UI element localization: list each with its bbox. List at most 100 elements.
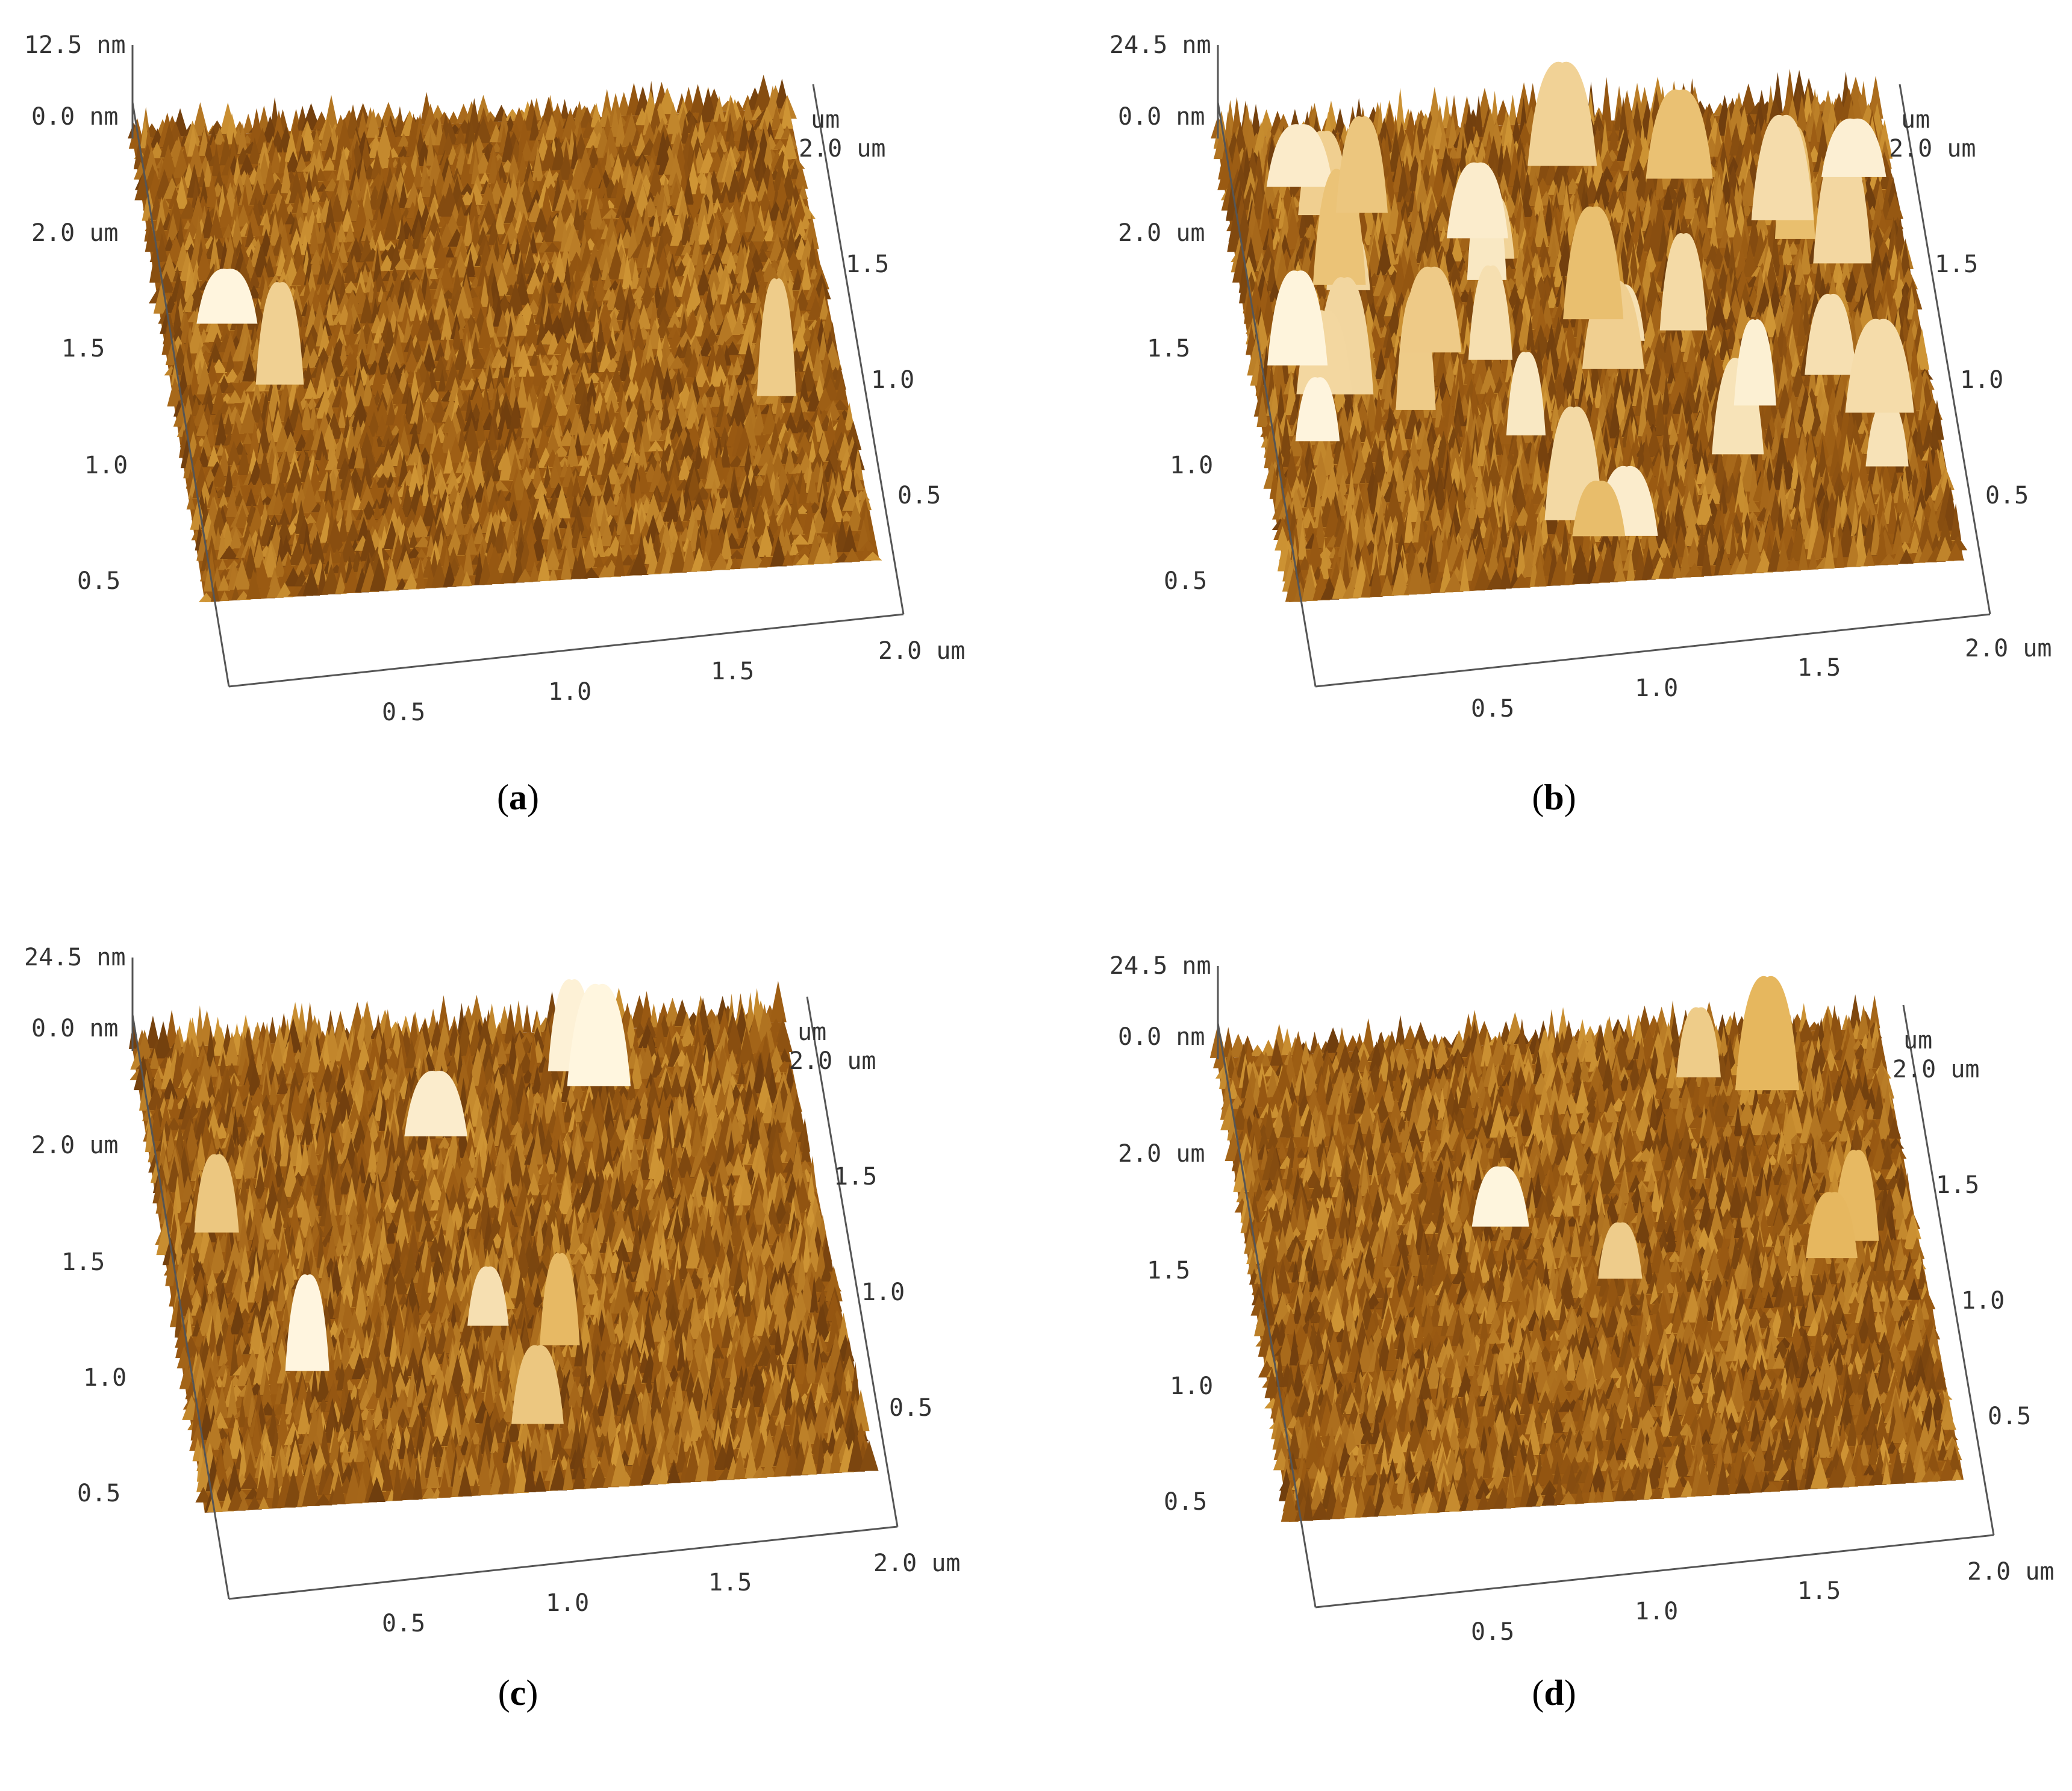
surface-spike <box>512 310 529 336</box>
surface-spike <box>1239 273 1249 304</box>
surface-spike <box>590 340 599 373</box>
surface-spike <box>549 566 558 581</box>
surface-spike <box>219 545 239 559</box>
surface-spike <box>723 96 740 132</box>
surface-spike <box>791 534 810 545</box>
surface-spike <box>413 157 423 187</box>
surface-spike <box>624 482 633 514</box>
surface-spike <box>340 208 355 232</box>
surface-spike <box>723 508 740 539</box>
surface-spike <box>505 329 520 357</box>
surface-spike <box>758 555 772 567</box>
surface-spike <box>716 264 735 294</box>
surface-spike <box>500 559 516 584</box>
surface-spike <box>789 538 799 555</box>
surface-spike <box>149 141 165 158</box>
surface-spike <box>545 282 560 304</box>
surface-spike <box>297 137 308 162</box>
surface-spike <box>1740 123 1757 166</box>
surface-spike <box>770 536 787 567</box>
surface-spike <box>772 470 782 506</box>
surface-spike <box>660 331 672 359</box>
surface-spike <box>588 506 601 537</box>
afm-3d-plot-b: 24.5 nm 0.0 nm 0.5 1.0 1.5 2.0 um 0.5 1.… <box>1109 31 2052 723</box>
surface-spike <box>551 136 566 170</box>
surface-spike <box>729 556 741 569</box>
surface-spike <box>149 249 161 283</box>
surface-spike <box>498 506 509 522</box>
surface-spike <box>398 132 410 147</box>
surface-spike <box>400 304 413 332</box>
surface-spike <box>447 111 460 124</box>
surface-spike <box>1809 119 1819 152</box>
surface-spike <box>585 378 599 404</box>
surface-spike <box>859 540 877 551</box>
surface-spike <box>757 523 775 557</box>
surface-spike <box>784 482 803 505</box>
surface-spike <box>373 247 382 282</box>
surface-spike <box>1698 329 1711 361</box>
surface-spike <box>523 367 532 387</box>
surface-spike <box>710 178 723 204</box>
surface-spike <box>1471 130 1482 148</box>
surface-spike <box>467 192 480 226</box>
surface-spike <box>560 549 572 580</box>
surface-spike <box>532 146 544 182</box>
surface-spike <box>569 158 588 190</box>
right-tick-3: 2.0 um <box>799 135 886 163</box>
surface-spike <box>729 391 749 426</box>
surface-spike <box>601 185 611 219</box>
surface-spike <box>461 571 472 586</box>
surface-spike <box>655 305 674 328</box>
surface-spike <box>513 369 522 388</box>
surface-spike <box>694 246 705 276</box>
surface-spike <box>678 487 687 522</box>
surface-spike <box>174 176 189 209</box>
surface-spike <box>1400 140 1415 172</box>
surface-spike <box>619 390 629 423</box>
surface-spike <box>414 113 426 146</box>
surface-spike <box>292 411 306 441</box>
surface-spike <box>316 367 329 399</box>
surface-spike <box>636 441 649 473</box>
surface-spike <box>590 102 602 128</box>
surface-spike <box>529 176 544 202</box>
surface-spike <box>470 295 487 318</box>
surface-spike <box>814 537 833 564</box>
surface-spike <box>309 164 320 192</box>
surface-mound <box>757 278 796 396</box>
surface-spike <box>1376 308 1387 328</box>
surface-spike <box>186 164 202 198</box>
surface-spike <box>400 159 418 188</box>
surface-spike <box>495 310 510 337</box>
surface-spike <box>774 393 785 424</box>
surface-spike <box>1655 158 1665 201</box>
surface-spike <box>694 267 713 296</box>
surface-spike <box>825 523 835 543</box>
surface-spike <box>791 326 808 352</box>
surface-spike <box>360 293 374 324</box>
surface-spike <box>754 75 773 110</box>
surface-spike <box>1869 240 1885 281</box>
surface-spike <box>373 399 392 426</box>
surface-spike <box>452 322 463 350</box>
surface-spike <box>269 211 281 246</box>
surface-spike <box>593 226 602 240</box>
surface-spike <box>403 572 420 590</box>
surface-spike <box>734 290 753 304</box>
surface-spike <box>249 108 264 143</box>
surface-spike <box>525 538 540 572</box>
surface-spike <box>239 154 256 175</box>
surface-spike <box>560 99 569 119</box>
surface-spike <box>455 205 467 226</box>
surface-spike <box>266 573 284 598</box>
surface-spike <box>1440 153 1458 190</box>
surface-spike <box>213 127 226 145</box>
surface-spike <box>780 528 793 556</box>
surface-spike <box>447 546 460 566</box>
surface-spike <box>242 113 254 134</box>
surface-spike <box>335 223 348 243</box>
surface-spike <box>272 488 286 515</box>
x-axis-line <box>228 613 904 688</box>
surface-spike <box>620 318 634 351</box>
